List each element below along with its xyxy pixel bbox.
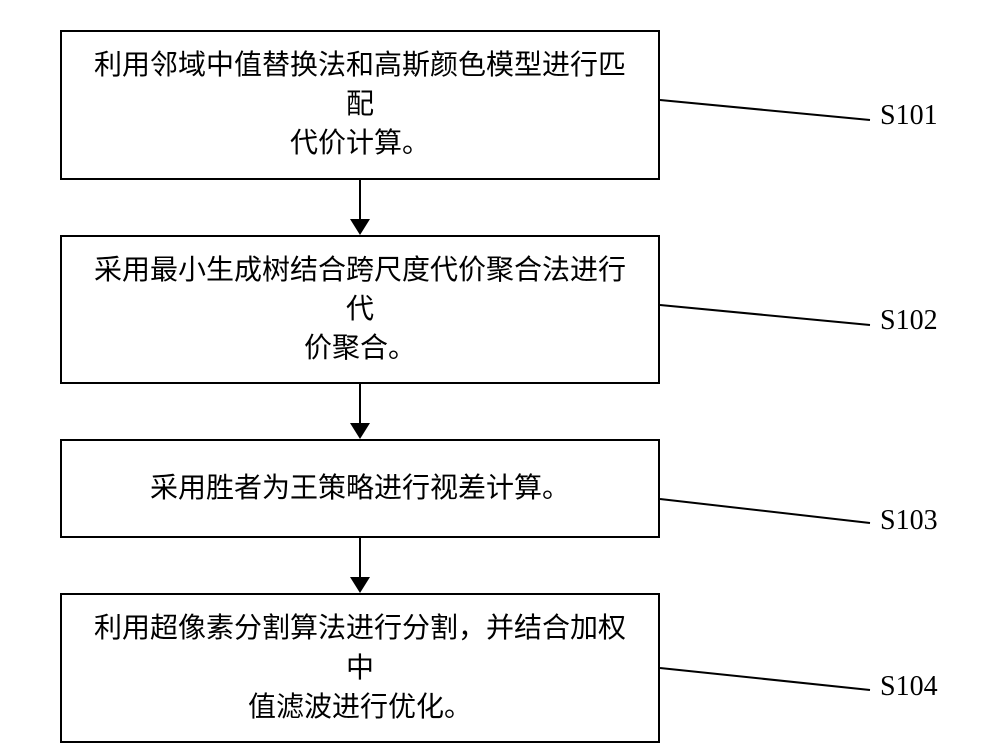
step-text-line1: 采用最小生成树结合跨尺度代价聚合法进行代 xyxy=(82,251,638,329)
arrow xyxy=(60,538,660,593)
step-box: 采用胜者为王策略进行视差计算。 xyxy=(60,439,660,538)
step-text-line1: 利用超像素分割算法进行分割，并结合加权中 xyxy=(82,609,638,687)
arrow xyxy=(60,384,660,439)
step-s103: 采用胜者为王策略进行视差计算。 S103 xyxy=(60,439,940,538)
arrow-head-icon xyxy=(350,219,370,235)
step-label: S101 xyxy=(880,100,938,132)
step-box: 利用超像素分割算法进行分割，并结合加权中 值滤波进行优化。 xyxy=(60,593,660,743)
step-box: 利用邻域中值替换法和高斯颜色模型进行匹配 代价计算。 xyxy=(60,30,660,180)
flowchart-container: 利用邻域中值替换法和高斯颜色模型进行匹配 代价计算。 S101 采用最小生成树结… xyxy=(60,30,940,743)
step-text-line2: 代价计算。 xyxy=(82,124,638,163)
arrow-head-icon xyxy=(350,423,370,439)
arrow xyxy=(60,180,660,235)
arrow-line xyxy=(359,538,361,578)
arrow-line xyxy=(359,180,361,220)
step-text-line2: 价聚合。 xyxy=(82,329,638,368)
arrow-line xyxy=(359,384,361,424)
step-text-line2: 值滤波进行优化。 xyxy=(82,688,638,727)
step-s102: 采用最小生成树结合跨尺度代价聚合法进行代 价聚合。 S102 xyxy=(60,235,940,385)
step-label: S102 xyxy=(880,305,938,337)
step-s101: 利用邻域中值替换法和高斯颜色模型进行匹配 代价计算。 S101 xyxy=(60,30,940,180)
step-box: 采用最小生成树结合跨尺度代价聚合法进行代 价聚合。 xyxy=(60,235,660,385)
arrow-head-icon xyxy=(350,577,370,593)
step-s104: 利用超像素分割算法进行分割，并结合加权中 值滤波进行优化。 S104 xyxy=(60,593,940,743)
step-label: S103 xyxy=(880,505,938,537)
step-text-line1: 利用邻域中值替换法和高斯颜色模型进行匹配 xyxy=(82,46,638,124)
step-label: S104 xyxy=(880,671,938,703)
step-text-line1: 采用胜者为王策略进行视差计算。 xyxy=(82,469,638,508)
